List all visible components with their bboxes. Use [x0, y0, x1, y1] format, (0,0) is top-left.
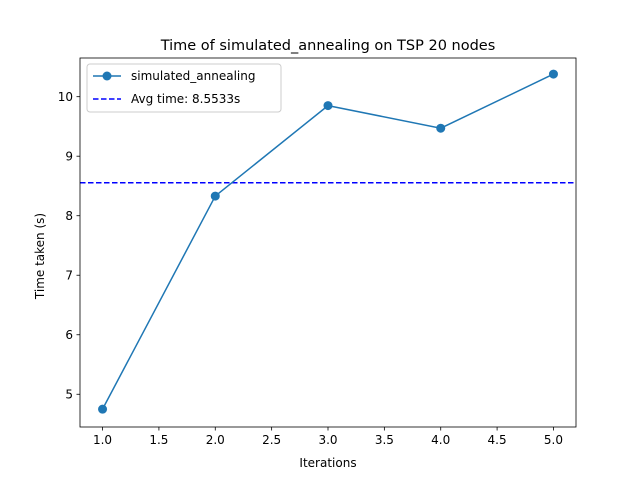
series-line [101, 73, 554, 410]
data-point [436, 123, 446, 133]
x-tick-label: 1.5 [149, 433, 168, 447]
x-tick-label: 4.0 [431, 433, 450, 447]
legend-series-marker [102, 71, 112, 81]
y-tick-label: 9 [65, 150, 73, 164]
y-axis-label: Time taken (s) [33, 213, 47, 300]
y-tick-label: 6 [65, 328, 73, 342]
x-tick-label: 3.0 [318, 433, 337, 447]
y-axis: 5 6 7 8 9 10 [58, 90, 80, 402]
plot-frame [79, 57, 577, 428]
y-tick-label: 10 [58, 90, 73, 104]
x-tick-label: 5.0 [544, 433, 563, 447]
x-tick-label: 1.0 [93, 433, 112, 447]
data-point [323, 101, 333, 111]
x-axis-label: Iterations [299, 456, 356, 470]
legend-frame [86, 63, 282, 113]
legend-series-label: simulated_annealing [131, 69, 255, 83]
plot-area [79, 57, 577, 428]
y-tick-label: 7 [65, 269, 73, 283]
data-point [210, 191, 220, 201]
y-tick-label: 5 [65, 388, 73, 402]
x-tick-label: 3.5 [375, 433, 394, 447]
x-tick-label: 2.5 [262, 433, 281, 447]
legend-avg-label: Avg time: 8.5533s [131, 92, 240, 106]
data-point [98, 404, 108, 414]
x-tick-label: 2.0 [206, 433, 225, 447]
x-tick-label: 4.5 [488, 433, 507, 447]
data-point [548, 69, 558, 79]
y-tick-label: 8 [65, 209, 73, 223]
legend: simulated_annealing Avg time: 8.5533s [86, 63, 282, 113]
x-axis: 1.0 1.5 2.0 2.5 3.0 3.5 4.0 4.5 5.0 [93, 427, 563, 447]
chart-title: Time of simulated_annealing on TSP 20 no… [160, 38, 496, 54]
